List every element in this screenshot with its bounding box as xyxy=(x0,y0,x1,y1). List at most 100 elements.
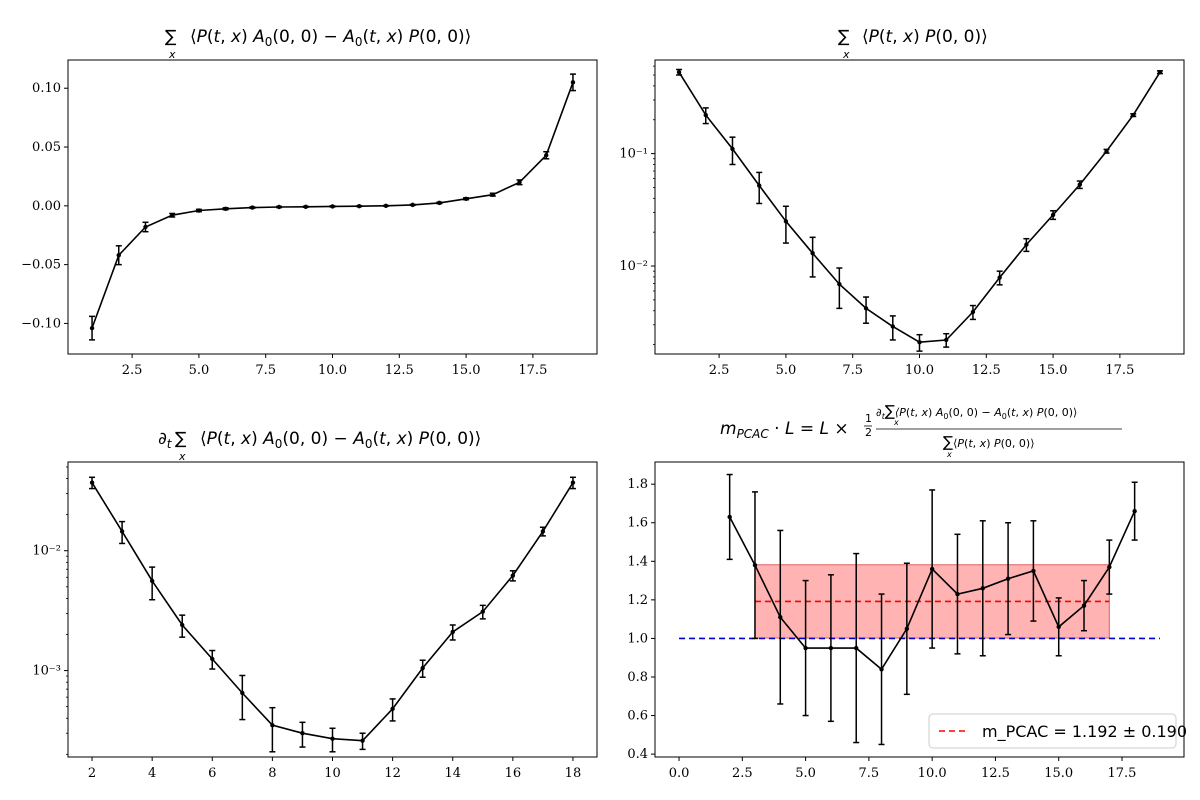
data-point xyxy=(89,325,95,331)
data-point xyxy=(390,706,395,711)
plot-4: 0.0 2.5 5.0 7.5 10.0 12.5 15.0 17.5 0.4 0.6 0.8 1.0… xyxy=(627,461,1187,781)
data-point xyxy=(270,723,275,728)
x-tick-label: 10 xyxy=(324,766,341,781)
x-tick-label: 5.0 xyxy=(795,766,816,781)
data-point xyxy=(360,738,365,743)
data-point xyxy=(1024,242,1029,247)
y-tick-label: 0.6 xyxy=(627,709,648,724)
data-point xyxy=(854,645,859,651)
data-point xyxy=(778,615,783,620)
data-point xyxy=(904,626,910,631)
data-point xyxy=(300,731,305,736)
data-point xyxy=(240,690,245,696)
error-bar xyxy=(782,205,789,244)
data-point xyxy=(544,153,549,158)
data-point xyxy=(89,480,95,485)
x-tick-label: 5.0 xyxy=(776,363,797,378)
data-point xyxy=(540,529,546,534)
data-point xyxy=(1031,568,1036,574)
data-point xyxy=(149,578,155,584)
data-point xyxy=(970,309,976,315)
series-line xyxy=(678,71,1161,344)
plot-3: 2 4 6 8 10 12 14 16 18 10⁻² 10⁻³ xyxy=(32,461,598,781)
x-tick-label: 5.0 xyxy=(189,363,210,378)
data-point xyxy=(1107,564,1112,570)
x-tick-label: 2.5 xyxy=(122,363,143,378)
error-bar xyxy=(239,674,246,721)
data-point xyxy=(810,251,815,256)
x-tick-label: 2.5 xyxy=(732,766,753,781)
data-point xyxy=(756,183,762,188)
plot-3-title: ∂t ∑ x ⟨P(t, x) A0(0, 0) − A0(t, x) P(0,… xyxy=(158,429,481,463)
x-tick-label: 7.5 xyxy=(842,363,863,378)
data-point xyxy=(410,202,415,208)
plot-2-title-text: ⟨P(t, x) P(0, 0)⟩ xyxy=(862,27,988,47)
data-point xyxy=(1131,112,1136,118)
data-point xyxy=(980,586,985,591)
data-point xyxy=(330,204,335,209)
x-tick-label: 4 xyxy=(148,766,156,781)
y-tick-label: 10⁻² xyxy=(619,259,648,274)
x-tick-label: 16 xyxy=(505,766,522,781)
data-point xyxy=(1132,508,1137,514)
svg-text:x: x xyxy=(893,418,899,427)
x-tick-label: 7.5 xyxy=(859,766,880,781)
plot-4-title-num: ∂t∑⟨P(t, x) A0(0, 0) − A0(t, x) P(0, 0)⟩ xyxy=(876,402,1077,421)
error-bar xyxy=(756,171,763,205)
plot-4-title-half-den: 2 xyxy=(865,426,872,439)
data-point xyxy=(196,208,202,213)
data-point xyxy=(917,340,922,345)
y-tick-label: 0.4 xyxy=(627,747,648,762)
plot-4-title-lhs: mPCAC · L = L × xyxy=(720,419,849,441)
plot-1-title-text: ⟨P(t, x) A0(0, 0) − A0(t, x) P(0, 0)⟩ xyxy=(190,27,471,49)
data-point xyxy=(863,306,869,311)
axes-frame xyxy=(654,461,1185,758)
error-bar xyxy=(149,566,156,601)
data-point xyxy=(250,205,255,210)
y-tick-label: 1.6 xyxy=(627,516,648,531)
data-point xyxy=(450,629,455,635)
y-tick-label: 0.00 xyxy=(32,199,61,214)
plot-4-title-den: ∑⟨P(t, x) P(0, 0)⟩ xyxy=(943,433,1035,451)
legend: m_PCAC = 1.192 ± 0.190 xyxy=(928,713,1187,749)
x-tick-label: 2 xyxy=(88,766,96,781)
data-point xyxy=(752,562,758,568)
y-tick-label: 0.05 xyxy=(32,140,61,155)
y-tick-label: 0.8 xyxy=(627,670,648,685)
x-tick-label: 10.0 xyxy=(318,363,347,378)
plot-1: 2.5 5.0 7.5 10.0 12.5 15.0 17.5 −0.10 −0.05 0.00 0… xyxy=(21,59,598,378)
data-point xyxy=(119,529,125,534)
x-tick-label: 17.5 xyxy=(1105,363,1134,378)
data-point xyxy=(955,591,960,597)
data-point xyxy=(1077,182,1083,187)
axes-frame xyxy=(67,461,598,758)
x-tick-label: 0.0 xyxy=(669,766,690,781)
svg-text:x: x xyxy=(946,450,952,459)
axes-frame xyxy=(654,59,1185,355)
data-point xyxy=(383,203,389,209)
y-tick-label: −0.05 xyxy=(21,258,61,273)
x-tick-label: 15.0 xyxy=(1044,766,1073,781)
x-tick-label: 17.5 xyxy=(1108,766,1137,781)
x-tick-label: 14 xyxy=(444,766,461,781)
x-tick-label: 8 xyxy=(268,766,276,781)
plot-1-title-sub: x xyxy=(168,48,176,61)
data-point xyxy=(570,80,576,85)
plot-3-title-sum: ∑ xyxy=(175,429,187,449)
data-point xyxy=(1050,212,1056,218)
error-bar xyxy=(269,706,276,753)
plot-3-title-text: ⟨P(t, x) A0(0, 0) − A0(t, x) P(0, 0)⟩ xyxy=(200,429,481,451)
x-tick-label: 12 xyxy=(384,766,401,781)
data-point xyxy=(180,622,185,628)
x-tick-label: 12.5 xyxy=(972,363,1001,378)
data-point xyxy=(480,609,485,614)
x-tick-label: 15.0 xyxy=(1039,363,1068,378)
data-point xyxy=(143,224,148,230)
data-point xyxy=(169,213,175,218)
x-tick-label: 10.0 xyxy=(918,766,947,781)
plot-2: 2.5 5.0 7.5 10.0 12.5 15.0 17.5 10⁻¹ 10⁻² xyxy=(619,59,1185,378)
data-point xyxy=(676,69,682,75)
data-point xyxy=(828,645,834,651)
data-point xyxy=(1081,603,1087,608)
